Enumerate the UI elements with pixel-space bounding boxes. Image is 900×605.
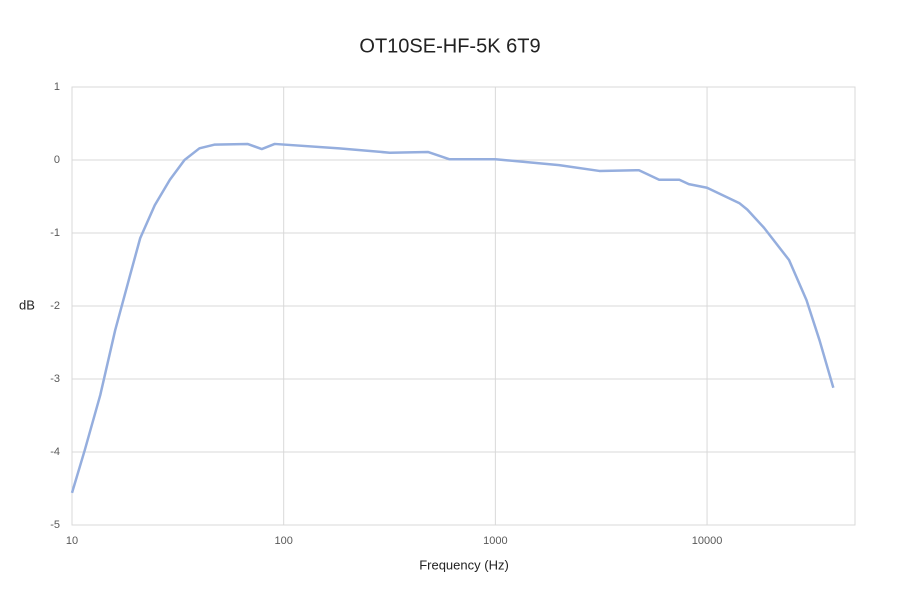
data-line xyxy=(70,142,835,494)
x-tick-label: 10000 xyxy=(692,535,723,547)
y-tick-label: -2 xyxy=(50,300,60,312)
chart-title: OT10SE-HF-5K 6T9 xyxy=(359,35,540,57)
y-tick-label: -1 xyxy=(50,227,60,239)
y-tick-label: -5 xyxy=(50,519,60,531)
y-tick-label: -3 xyxy=(50,373,60,385)
x-tick-label: 1000 xyxy=(483,535,507,547)
y-tick-label: 1 xyxy=(54,81,60,93)
x-tick-label: 10 xyxy=(66,535,78,547)
y-tick-label: -4 xyxy=(50,446,60,458)
x-tick-label: 100 xyxy=(275,535,293,547)
x-axis-label: Frequency (Hz) xyxy=(419,557,509,572)
y-axis-label: dB xyxy=(19,297,35,312)
y-tick-label: 0 xyxy=(54,154,60,166)
